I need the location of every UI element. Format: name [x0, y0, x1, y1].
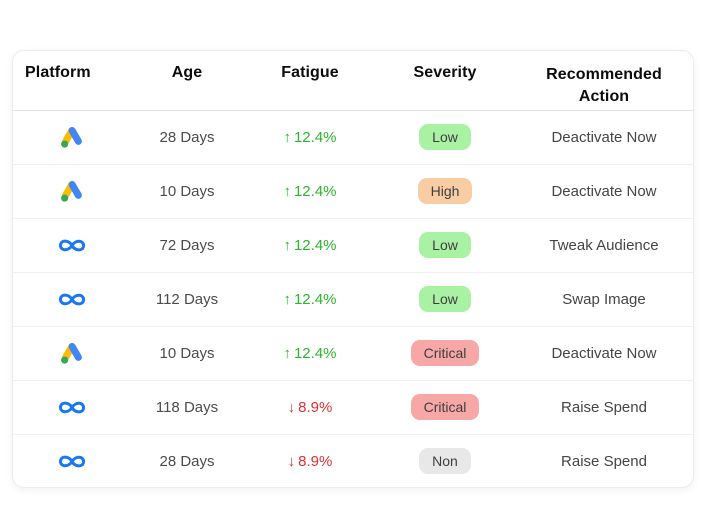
action-cell: Swap Image: [513, 272, 693, 327]
meta-icon: [56, 230, 88, 260]
age-cell: 118 Days: [131, 380, 243, 435]
meta-icon: [56, 392, 88, 422]
column-header-severity: Severity: [377, 51, 513, 111]
meta-icon: [56, 284, 88, 314]
severity-badge: Low: [419, 232, 471, 258]
table-row: 118 Days ↓ 8.9% Critical Raise Spend: [13, 380, 693, 435]
platform-cell: [13, 110, 131, 165]
fatigue-percent: 12.4%: [293, 128, 337, 146]
fatigue-value: ↓ 8.9%: [288, 399, 333, 416]
platform-cell: [13, 326, 131, 381]
google-ads-icon: [56, 176, 88, 206]
column-header-fatigue: Fatigue: [243, 51, 377, 111]
fatigue-cell: ↑ 12.4%: [243, 164, 377, 219]
action-cell: Raise Spend: [513, 380, 693, 435]
fatigue-report-card: Platform Age Fatigue Severity Recommende…: [12, 50, 694, 488]
column-header-action: Recommended Action: [513, 51, 693, 111]
action-cell: Deactivate Now: [513, 110, 693, 165]
platform-cell: [13, 380, 131, 435]
action-cell: Deactivate Now: [513, 164, 693, 219]
age-cell: 72 Days: [131, 218, 243, 273]
action-cell: Deactivate Now: [513, 326, 693, 381]
age-cell: 112 Days: [131, 272, 243, 327]
severity-badge: Critical: [410, 340, 480, 366]
severity-badge: High: [417, 178, 473, 204]
table-header: Platform Age Fatigue Severity Recommende…: [13, 51, 693, 111]
table-row: 72 Days ↑ 12.4% Low Tweak Audience: [13, 218, 693, 273]
severity-cell: Low: [377, 110, 513, 165]
table-row: 10 Days ↑ 12.4% Critical Deactivate Now: [13, 326, 693, 381]
fatigue-cell: ↓ 8.9%: [243, 434, 377, 487]
fatigue-arrow-icon: ↑: [283, 236, 291, 254]
platform-cell: [13, 272, 131, 327]
fatigue-arrow-icon: ↓: [287, 398, 296, 416]
column-header-age: Age: [131, 51, 243, 111]
fatigue-value: ↑ 12.4%: [283, 237, 336, 254]
table-row: 10 Days ↑ 12.4% High Deactivate Now: [13, 164, 693, 219]
severity-badge: Low: [419, 124, 471, 150]
table-row: 112 Days ↑ 12.4% Low Swap Image: [13, 272, 693, 327]
column-header-platform: Platform: [13, 51, 131, 111]
platform-cell: [13, 164, 131, 219]
severity-cell: High: [377, 164, 513, 219]
fatigue-cell: ↑ 12.4%: [243, 110, 377, 165]
severity-badge: Low: [419, 286, 471, 312]
action-cell: Tweak Audience: [513, 218, 693, 273]
severity-badge: Non: [419, 448, 471, 475]
fatigue-arrow-icon: ↑: [283, 128, 291, 146]
fatigue-percent: 12.4%: [293, 344, 337, 362]
google-ads-icon: [56, 338, 88, 368]
fatigue-value: ↑ 12.4%: [283, 345, 336, 362]
fatigue-value: ↓ 8.9%: [288, 453, 333, 470]
table-row: 28 Days ↑ 12.4% Low Deactivate Now: [13, 110, 693, 165]
fatigue-arrow-icon: ↑: [283, 182, 291, 200]
fatigue-arrow-icon: ↓: [287, 452, 296, 470]
column-header-action-label: Recommended Action: [546, 66, 662, 105]
fatigue-value: ↑ 12.4%: [283, 291, 336, 308]
age-cell: 10 Days: [131, 164, 243, 219]
fatigue-percent: 8.9%: [298, 398, 333, 416]
fatigue-value: ↑ 12.4%: [283, 129, 336, 146]
severity-cell: Low: [377, 272, 513, 327]
severity-cell: Critical: [377, 380, 513, 435]
severity-cell: Critical: [377, 326, 513, 381]
fatigue-arrow-icon: ↑: [283, 290, 291, 308]
platform-cell: [13, 434, 131, 487]
fatigue-table: Platform Age Fatigue Severity Recommende…: [13, 51, 693, 487]
age-cell: 28 Days: [159, 452, 215, 470]
meta-icon: [56, 446, 88, 476]
platform-cell: [13, 218, 131, 273]
severity-cell: Non: [377, 434, 513, 487]
action-cell: Raise Spend: [561, 452, 647, 470]
fatigue-percent: 12.4%: [293, 236, 337, 254]
fatigue-value: ↑ 12.4%: [283, 183, 336, 200]
severity-badge: Critical: [410, 394, 480, 420]
fatigue-arrow-icon: ↑: [283, 344, 291, 362]
table-row: 28 Days ↓ 8.9% Non Raise Spend: [13, 434, 693, 487]
age-cell: 10 Days: [131, 326, 243, 381]
fatigue-cell: ↑ 12.4%: [243, 326, 377, 381]
fatigue-percent: 12.4%: [293, 290, 337, 308]
fatigue-cell: ↑ 12.4%: [243, 272, 377, 327]
fatigue-cell: ↑ 12.4%: [243, 218, 377, 273]
age-cell: 28 Days: [131, 110, 243, 165]
severity-cell: Low: [377, 218, 513, 273]
table-body: 28 Days ↑ 12.4% Low Deactivate Now 10 Day…: [13, 110, 693, 487]
fatigue-cell: ↓ 8.9%: [243, 380, 377, 435]
fatigue-percent: 8.9%: [298, 452, 333, 470]
fatigue-percent: 12.4%: [293, 182, 337, 200]
google-ads-icon: [56, 122, 88, 152]
